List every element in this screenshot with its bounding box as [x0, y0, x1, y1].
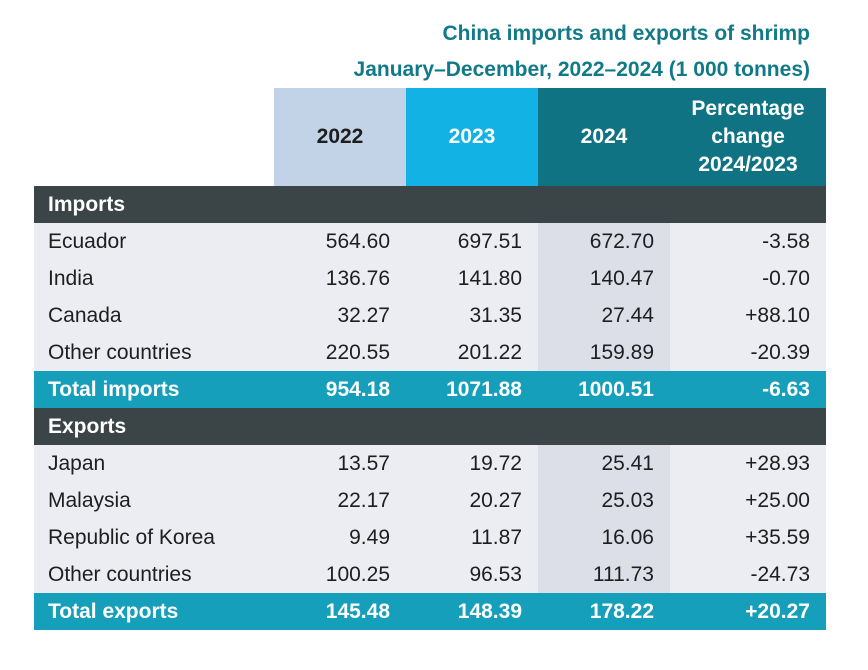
- table-row: Other countries 220.55 201.22 159.89 -20…: [34, 334, 826, 371]
- country-name: India: [34, 260, 274, 297]
- value-2022: 32.27: [274, 297, 406, 334]
- country-name: Japan: [34, 445, 274, 482]
- shrimp-trade-table: 2022 2023 2024 Percentage change 2024/20…: [34, 88, 826, 630]
- value-2023: 1071.88: [406, 371, 538, 408]
- value-2024: 111.73: [538, 556, 670, 593]
- value-2024: 140.47: [538, 260, 670, 297]
- header-2022: 2022: [274, 88, 406, 186]
- table-row: Other countries 100.25 96.53 111.73 -24.…: [34, 556, 826, 593]
- header-row: 2022 2023 2024 Percentage change 2024/20…: [34, 88, 826, 186]
- value-2023: 11.87: [406, 519, 538, 556]
- value-2024: 27.44: [538, 297, 670, 334]
- pct-change: +35.59: [670, 519, 826, 556]
- country-name: Ecuador: [34, 223, 274, 260]
- value-2022: 564.60: [274, 223, 406, 260]
- pct-change: -6.63: [670, 371, 826, 408]
- pct-change: -0.70: [670, 260, 826, 297]
- table-row: Japan 13.57 19.72 25.41 +28.93: [34, 445, 826, 482]
- section-label: Exports: [34, 408, 826, 445]
- table-row: Canada 32.27 31.35 27.44 +88.10: [34, 297, 826, 334]
- value-2023: 19.72: [406, 445, 538, 482]
- table-row: Republic of Korea 9.49 11.87 16.06 +35.5…: [34, 519, 826, 556]
- country-name: Canada: [34, 297, 274, 334]
- total-label: Total imports: [34, 371, 274, 408]
- value-2024: 16.06: [538, 519, 670, 556]
- header-pct-line3: 2024/2023: [698, 153, 798, 176]
- country-name: Other countries: [34, 334, 274, 371]
- table-row: India 136.76 141.80 140.47 -0.70: [34, 260, 826, 297]
- value-2024: 159.89: [538, 334, 670, 371]
- country-name: Republic of Korea: [34, 519, 274, 556]
- value-2023: 148.39: [406, 593, 538, 630]
- table-row: Malaysia 22.17 20.27 25.03 +25.00: [34, 482, 826, 519]
- value-2022: 100.25: [274, 556, 406, 593]
- value-2022: 954.18: [274, 371, 406, 408]
- pct-change: -3.58: [670, 223, 826, 260]
- header-2023: 2023: [406, 88, 538, 186]
- table-title: China imports and exports of shrimp: [442, 22, 810, 45]
- value-2022: 145.48: [274, 593, 406, 630]
- table-row: Ecuador 564.60 697.51 672.70 -3.58: [34, 223, 826, 260]
- pct-change: +28.93: [670, 445, 826, 482]
- section-imports: Imports: [34, 186, 826, 223]
- section-label: Imports: [34, 186, 826, 223]
- header-blank-cell: [34, 88, 274, 186]
- value-2022: 136.76: [274, 260, 406, 297]
- value-2023: 697.51: [406, 223, 538, 260]
- header-percentage-change: Percentage change 2024/2023: [670, 88, 826, 186]
- value-2023: 31.35: [406, 297, 538, 334]
- value-2022: 22.17: [274, 482, 406, 519]
- total-label: Total exports: [34, 593, 274, 630]
- pct-change: -24.73: [670, 556, 826, 593]
- country-name: Malaysia: [34, 482, 274, 519]
- value-2023: 201.22: [406, 334, 538, 371]
- table-subtitle: January–December, 2022–2024 (1 000 tonne…: [353, 58, 810, 81]
- total-imports-row: Total imports 954.18 1071.88 1000.51 -6.…: [34, 371, 826, 408]
- header-pct-line2: change: [711, 125, 785, 148]
- value-2024: 178.22: [538, 593, 670, 630]
- value-2023: 96.53: [406, 556, 538, 593]
- header-pct-line1: Percentage: [691, 97, 805, 120]
- total-exports-row: Total exports 145.48 148.39 178.22 +20.2…: [34, 593, 826, 630]
- value-2024: 672.70: [538, 223, 670, 260]
- country-name: Other countries: [34, 556, 274, 593]
- pct-change: +25.00: [670, 482, 826, 519]
- pct-change: +88.10: [670, 297, 826, 334]
- pct-change: -20.39: [670, 334, 826, 371]
- value-2023: 141.80: [406, 260, 538, 297]
- value-2023: 20.27: [406, 482, 538, 519]
- value-2024: 25.41: [538, 445, 670, 482]
- pct-change: +20.27: [670, 593, 826, 630]
- value-2022: 9.49: [274, 519, 406, 556]
- value-2024: 1000.51: [538, 371, 670, 408]
- value-2024: 25.03: [538, 482, 670, 519]
- value-2022: 220.55: [274, 334, 406, 371]
- header-2024: 2024: [538, 88, 670, 186]
- value-2022: 13.57: [274, 445, 406, 482]
- section-exports: Exports: [34, 408, 826, 445]
